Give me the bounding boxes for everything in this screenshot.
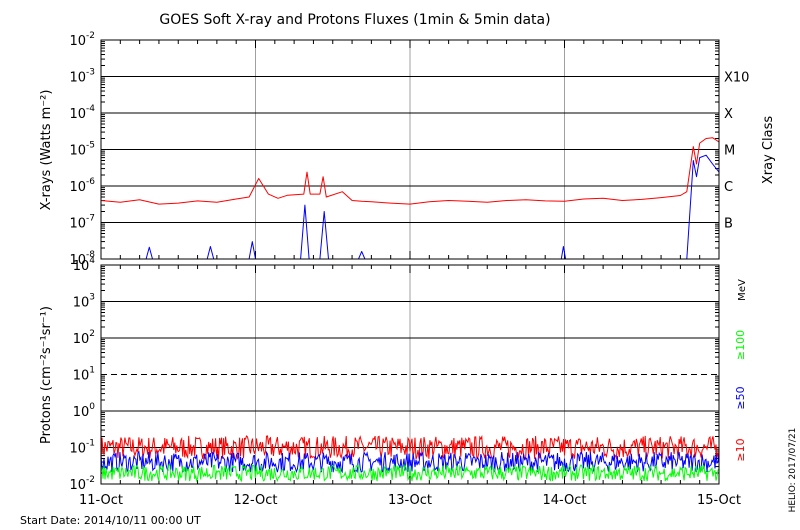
x-tick-label: 11-Oct [79,493,123,508]
proton-y-tick-mantissa: 10 [69,478,86,493]
proton-series [100,434,720,483]
proton-y-tick-label: 10-2 [69,475,95,493]
proton-y-tick-exponent: 0 [89,402,95,412]
xray-y-tick-mantissa: 10 [69,253,86,268]
xray-y-tick-label: 10-7 [69,214,95,232]
xray-y-tick-mantissa: 10 [69,144,86,159]
proton-y-tick-label: 102 [73,329,95,347]
credit-label: HELIO: 2017/07/21 [788,428,798,513]
proton-legend-red: ≥10 [734,438,747,461]
xray-y-tick-labels: 10-810-710-610-510-410-310-2 [69,31,95,268]
proton-y-tick-mantissa: 10 [73,369,90,384]
xray-y-tick-label: 10-6 [69,177,95,195]
xray-y-tick-mantissa: 10 [69,180,86,195]
proton-y-tick-exponent: 4 [89,256,95,266]
xray-y-tick-mantissa: 10 [69,34,86,49]
xray-class-labels: B C M X X10 [724,71,749,232]
proton-y-tick-label: 103 [73,293,95,311]
proton-y-tick-label: 101 [73,366,95,384]
proton-y-tick-exponent: -1 [86,439,95,449]
xray-y-tick-label: 10-4 [69,104,95,122]
xray-y-tick-exponent: -5 [86,141,95,151]
x-tick-label: 13-Oct [388,493,432,508]
xray-series [100,137,720,260]
xray-y-tick-label: 10-8 [69,250,95,268]
xray-class-label: X [724,107,733,122]
x-tick-label: 14-Oct [542,493,586,508]
xray-class-label: C [724,180,733,195]
proton-y-tick-mantissa: 10 [73,296,90,311]
proton-y-tick-label: 100 [73,402,96,420]
xray-y-tick-mantissa: 10 [69,71,86,86]
xray-series-blue-line [101,154,720,260]
xray-y-tick-label: 10-2 [69,31,95,49]
start-date-label: Start Date: 2014/10/11 00:00 UT [20,514,201,527]
xray-y-tick-label: 10-3 [69,68,95,86]
proton-series-red-line [100,434,720,461]
proton-energy-legend: MeV ≥10 ≥50 ≥100 [734,279,748,462]
proton-y-tick-mantissa: 10 [69,442,86,457]
xray-class-label: X10 [724,71,749,86]
xray-series-red-line [100,137,720,205]
proton-legend-green: ≥100 [734,330,747,360]
xray-y-tick-exponent: -8 [86,250,95,260]
proton-y-tick-exponent: 1 [89,366,95,376]
proton-y-tick-mantissa: 10 [73,259,90,274]
chart-title: GOES Soft X-ray and Protons Fluxes (1min… [159,12,550,28]
proton-legend-blue: ≥50 [734,386,747,409]
proton-y-axis-label: Protons (cm⁻²s⁻¹sr⁻¹) [39,306,54,444]
xray-y-tick-exponent: -4 [86,104,95,114]
proton-y-tick-label: 10-1 [69,439,95,457]
xray-panel-frame [100,39,720,260]
proton-y-tick-label: 104 [73,256,96,274]
proton-unit-label: MeV [737,279,748,301]
xray-y-tick-mantissa: 10 [69,217,86,232]
xray-y-tick-label: 10-5 [69,141,95,159]
x-tick-label: 12-Oct [233,493,277,508]
xray-y-axis-label: X-rays (Watts m⁻²) [39,90,54,211]
x-axis-tick-labels: 11-Oct 12-Oct 13-Oct 14-Oct 15-Oct [79,493,741,508]
xray-class-label: B [724,217,733,232]
xray-grid [100,40,720,259]
proton-y-tick-exponent: 2 [89,329,95,339]
proton-series-green-line [100,463,720,483]
proton-y-tick-exponent: -2 [86,475,95,485]
xray-y-tick-exponent: -2 [86,31,95,41]
xray-y-tick-exponent: -6 [86,177,95,187]
xray-class-label: M [724,144,735,159]
xray-y-tick-exponent: -3 [86,68,95,78]
proton-panel-frame [100,264,720,485]
xray-y-tick-exponent: -7 [86,214,95,224]
proton-y-tick-exponent: 3 [89,293,95,303]
x-tick-label: 15-Oct [697,493,741,508]
proton-y-tick-mantissa: 10 [73,332,90,347]
xray-class-axis-label: Xray Class [761,116,776,184]
xray-y-tick-mantissa: 10 [69,107,86,122]
proton-y-tick-mantissa: 10 [73,405,90,420]
